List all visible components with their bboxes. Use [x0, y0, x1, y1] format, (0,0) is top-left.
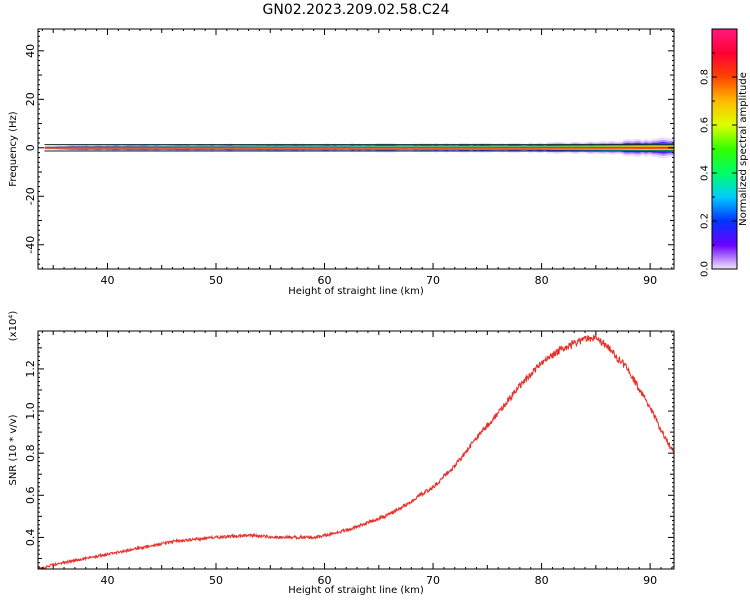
spectrogram-xlabel: Height of straight line (km): [288, 286, 424, 297]
colorbar-ticks: 0.0 0.2 0.4 0.6 0.8: [700, 52, 737, 277]
spectrogram-y-tick-label: -40: [24, 236, 37, 254]
colorbar-tick-label: 0.6: [700, 117, 711, 133]
spectrogram-y-tick-label: 40: [24, 44, 37, 58]
spectrogram-x-tick-label: 50: [209, 274, 223, 287]
snr-y-tick-label: 1.2: [24, 360, 37, 378]
spectrogram-y-tick-label: -20: [24, 187, 37, 205]
chart-title: GN02.2023.209.02.58.C24: [263, 2, 450, 18]
snr-y-tick-label: 0.4: [24, 529, 37, 547]
snr-xlabel: Height of straight line (km): [288, 585, 424, 596]
snr-ylabel: SNR (10 * v/v): [8, 414, 19, 485]
spectrogram-panel: 40 50 60 70 80 90 40 20 0 -20 -40 Height of straig…: [8, 28, 675, 297]
spectrogram-ticks: 40 50 60 70 80 90 40 20 0 -20 -40: [24, 29, 674, 287]
spectrogram-x-tick-label: 70: [426, 274, 440, 287]
snr-y-tick-label: 0.6: [24, 487, 37, 505]
snr-x-tick-label: 40: [100, 574, 114, 587]
snr-x-tick-label: 50: [209, 574, 223, 587]
snr-x-tick-label: 80: [535, 574, 549, 587]
snr-line: [38, 333, 674, 569]
colorbar-gradient: [712, 29, 737, 269]
spectrogram-y-tick-label: 20: [24, 92, 37, 106]
colorbar: 0.0 0.2 0.4 0.6 0.8 Normalized spectral ampl…: [700, 28, 749, 277]
spectrogram-y-tick-label: 0: [24, 144, 37, 151]
spectrogram-frame: [37, 28, 675, 270]
colorbar-tick-label: 0.8: [700, 69, 711, 85]
colorbar-tick-label: 0.2: [700, 213, 711, 229]
colorbar-tick-label: 0.4: [700, 165, 711, 181]
snr-y-tick-label: 1.0: [24, 402, 37, 420]
spectrogram-ylabel: Frequency (Hz): [8, 111, 19, 187]
snr-x-tick-label: 60: [318, 574, 332, 587]
spectrogram-band-layer: [44, 146, 674, 149]
snr-x-tick-label: 70: [426, 574, 440, 587]
spectrogram-band: [44, 137, 674, 159]
snr-frame: [37, 330, 675, 570]
spectrogram-x-tick-label: 60: [318, 274, 332, 287]
colorbar-label: Normalized spectral amplitude: [738, 72, 749, 226]
snr-y-tick-label: 0.8: [24, 444, 37, 462]
snr-multiplier: (x10⁴): [8, 311, 19, 342]
snr-x-tick-label: 90: [643, 574, 657, 587]
spectrogram-x-tick-label: 40: [100, 274, 114, 287]
snr-ticks: 40 50 60 70 80 90 0.4 0.6 0.8 1.0 1.2: [24, 331, 674, 587]
spectrogram-x-tick-label: 80: [535, 274, 549, 287]
snr-background: [38, 331, 674, 569]
spectrogram-x-tick-label: 90: [643, 274, 657, 287]
colorbar-tick-label: 0.0: [700, 261, 711, 277]
snr-panel: 40 50 60 70 80 90 0.4 0.6 0.8 1.0 1.2 Height of st…: [8, 311, 675, 596]
